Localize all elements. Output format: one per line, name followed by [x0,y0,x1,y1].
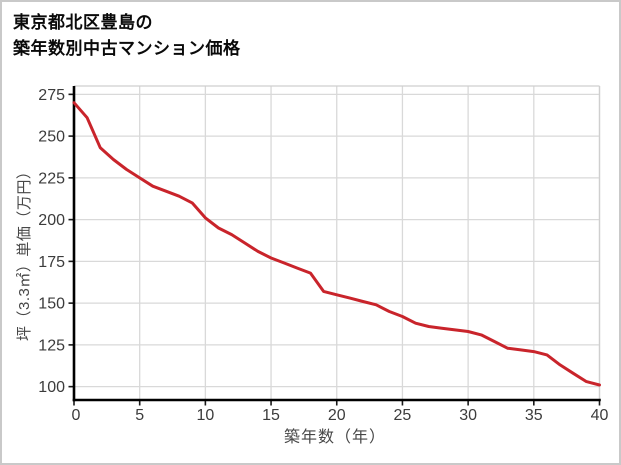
x-tick-label: 25 [394,407,412,424]
y-tick-label: 100 [38,379,65,396]
price-line [72,101,601,387]
x-tick-label: 35 [525,407,543,424]
y-tick-label: 250 [38,129,65,146]
x-tick-label: 20 [328,407,346,424]
chart-title: 東京都北区豊島の 築年数別中古マンション価格 [13,10,241,62]
x-tick-label: 40 [591,407,609,424]
y-tick-label: 200 [38,212,65,229]
x-tick-label: 5 [135,407,144,424]
x-axis-label: 築年数（年） [283,429,386,446]
x-tick-label: 30 [459,407,477,424]
y-tick-label: 175 [38,254,65,271]
y-axis-label: 坪（3.3㎡）単価（万円） [16,163,33,341]
x-tick-label: 10 [196,407,214,424]
y-tick-label: 125 [38,337,65,354]
chart-title-line1: 東京都北区豊島の [13,13,153,32]
chart-title-line2: 築年数別中古マンション価格 [13,39,241,58]
x-tick-label: 0 [72,407,81,424]
x-tick-label: 15 [262,407,280,424]
y-tick-label: 275 [38,87,65,104]
y-tick-label: 150 [38,296,65,313]
y-tick-label: 225 [38,170,65,187]
